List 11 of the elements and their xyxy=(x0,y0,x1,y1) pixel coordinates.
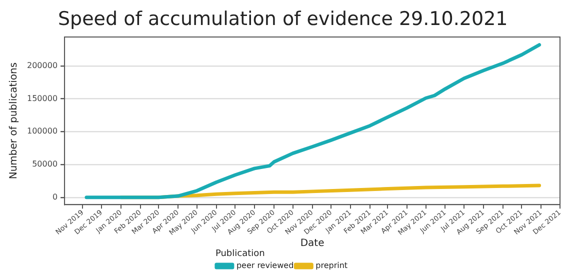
legend-label: preprint xyxy=(316,261,348,270)
x-axis-title: Date xyxy=(300,238,324,249)
y-tick-label: 100000 xyxy=(26,126,58,136)
legend-title: Publication xyxy=(215,249,265,260)
y-tick-label: 50000 xyxy=(32,160,58,169)
legend-label: peer reviewed xyxy=(236,261,294,270)
y-tick-label: 0 xyxy=(52,192,58,202)
chart-title: Speed of accumulation of evidence 29.10.2021 xyxy=(58,8,508,30)
y-tick-label: 150000 xyxy=(26,94,58,103)
y-axis-title: Number of publications xyxy=(8,62,20,180)
y-tick-label: 200000 xyxy=(26,60,58,70)
